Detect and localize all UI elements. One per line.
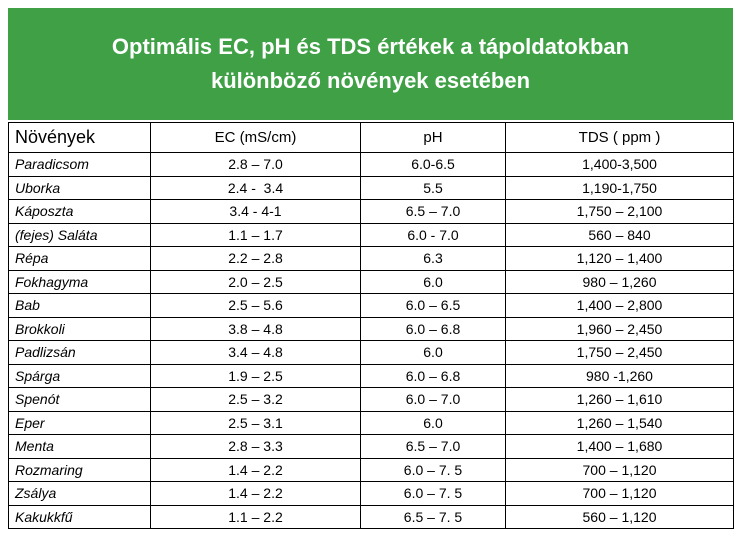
- table-row: (fejes) Saláta 1.1 – 1.7 6.0 - 7.0 560 – 84…: [8, 222, 734, 247]
- cell: 2.8 – 3.3: [150, 434, 361, 459]
- plant-name: Padlizsán: [8, 340, 151, 365]
- plant-name: Uborka: [8, 175, 151, 200]
- table-row: Spárga 1.9 – 2.5 6.0 – 6.8 980 -1,260: [8, 363, 734, 388]
- table-row: Zsálya 1.4 – 2.2 6.0 – 7. 5 700 – 1,120: [8, 481, 734, 506]
- cell: 2.5 – 5.6: [150, 293, 361, 318]
- title-banner: Optimális EC, pH és TDS értékek a tápold…: [8, 8, 733, 120]
- plant-name: Paradicsom: [8, 152, 151, 177]
- table-row: Káposzta 3.4 - 4-1 6.5 – 7.0 1,750 – 2,100: [8, 199, 734, 224]
- plant-name: (fejes) Saláta: [8, 222, 151, 247]
- cell: 3.8 – 4.8: [150, 316, 361, 341]
- cell: 700 – 1,120: [505, 457, 734, 482]
- cell: 1,750 – 2,450: [505, 340, 734, 365]
- cell: 1,400-3,500: [505, 152, 734, 177]
- table-row: Spenót 2.5 – 3.2 6.0 – 7.0 1,260 – 1,610: [8, 387, 734, 412]
- plant-name: Zsálya: [8, 481, 151, 506]
- cell: 6.5 – 7.0: [360, 434, 506, 459]
- cell: 1,960 – 2,450: [505, 316, 734, 341]
- plant-name: Spenót: [8, 387, 151, 412]
- cell: 6.0 – 7.0: [360, 387, 506, 412]
- cell: 6.0: [360, 269, 506, 294]
- cell: 6.0: [360, 410, 506, 435]
- column-header: pH: [360, 122, 506, 153]
- cell: 6.3: [360, 246, 506, 271]
- document: Optimális EC, pH és TDS értékek a tápold…: [8, 8, 734, 529]
- cell: 1.4 – 2.2: [150, 457, 361, 482]
- title-line: Optimális EC, pH és TDS értékek a tápold…: [111, 34, 630, 59]
- cell: 1.4 – 2.2: [150, 481, 361, 506]
- table-row: Uborka 2.4 - 3.4 5.5 1,190-1,750: [8, 175, 734, 200]
- plant-name: Bab: [8, 293, 151, 318]
- cell: 2.4 - 3.4: [150, 175, 361, 200]
- cell: 980 – 1,260: [505, 269, 734, 294]
- table-row: Fokhagyma 2.0 – 2.5 6.0 980 – 1,260: [8, 269, 734, 294]
- cell: 1,120 – 1,400: [505, 246, 734, 271]
- plant-name: Eper: [8, 410, 151, 435]
- plant-name: Káposzta: [8, 199, 151, 224]
- plant-name: Répa: [8, 246, 151, 271]
- cell: 6.5 – 7.0: [360, 199, 506, 224]
- cell: 1,190-1,750: [505, 175, 734, 200]
- plant-name: Rozmaring: [8, 457, 151, 482]
- cell: 6.0 – 6.8: [360, 363, 506, 388]
- cell: 1,400 – 2,800: [505, 293, 734, 318]
- cell: 3.4 – 4.8: [150, 340, 361, 365]
- cell: 2.5 – 3.2: [150, 387, 361, 412]
- plant-name: Spárga: [8, 363, 151, 388]
- column-header: EC (mS/cm): [150, 122, 361, 153]
- plant-name: Brokkoli: [8, 316, 151, 341]
- table-body: Paradicsom 2.8 – 7.0 6.0-6.5 1,400-3,500 Ubo…: [8, 152, 734, 529]
- table-row: Kakukkfű 1.1 – 2.2 6.5 – 7. 5 560 – 1,120: [8, 504, 734, 529]
- cell: 980 -1,260: [505, 363, 734, 388]
- cell: 1,260 – 1,540: [505, 410, 734, 435]
- table: Növények EC (mS/cm) pH TDS ( ppm ) Paradics…: [8, 122, 734, 529]
- column-header: TDS ( ppm ): [505, 122, 734, 153]
- cell: 560 – 1,120: [505, 504, 734, 529]
- table-row: Brokkoli 3.8 – 4.8 6.0 – 6.8 1,960 – 2,450: [8, 316, 734, 341]
- table-row: Paradicsom 2.8 – 7.0 6.0-6.5 1,400-3,500: [8, 152, 734, 177]
- plant-name: Kakukkfű: [8, 504, 151, 529]
- plant-name: Menta: [8, 434, 151, 459]
- table-row: Rozmaring 1.4 – 2.2 6.0 – 7. 5 700 – 1,120: [8, 457, 734, 482]
- cell: 3.4 - 4-1: [150, 199, 361, 224]
- column-header: Növények: [8, 122, 151, 153]
- cell: 1.1 – 1.7: [150, 222, 361, 247]
- cell: 1,400 – 1,680: [505, 434, 734, 459]
- cell: 1,260 – 1,610: [505, 387, 734, 412]
- cell: 6.0 – 6.8: [360, 316, 506, 341]
- cell: 560 – 840: [505, 222, 734, 247]
- cell: 6.0-6.5: [360, 152, 506, 177]
- cell: 1.9 – 2.5: [150, 363, 361, 388]
- cell: 6.0 - 7.0: [360, 222, 506, 247]
- table-row: Padlizsán 3.4 – 4.8 6.0 1,750 – 2,450: [8, 340, 734, 365]
- table-row: Eper 2.5 – 3.1 6.0 1,260 – 1,540: [8, 410, 734, 435]
- table-row: Menta 2.8 – 3.3 6.5 – 7.0 1,400 – 1,680: [8, 434, 734, 459]
- cell: 2.0 – 2.5: [150, 269, 361, 294]
- cell: 700 – 1,120: [505, 481, 734, 506]
- cell: 2.5 – 3.1: [150, 410, 361, 435]
- table-row: Répa 2.2 – 2.8 6.3 1,120 – 1,400: [8, 246, 734, 271]
- cell: 2.8 – 7.0: [150, 152, 361, 177]
- cell: 6.0 – 7. 5: [360, 457, 506, 482]
- cell: 1,750 – 2,100: [505, 199, 734, 224]
- table-row: Bab 2.5 – 5.6 6.0 – 6.5 1,400 – 2,800: [8, 293, 734, 318]
- cell: 6.0 – 6.5: [360, 293, 506, 318]
- header-row: Növények EC (mS/cm) pH TDS ( ppm ): [8, 122, 734, 153]
- cell: 2.2 – 2.8: [150, 246, 361, 271]
- plant-name: Fokhagyma: [8, 269, 151, 294]
- cell: 1.1 – 2.2: [150, 504, 361, 529]
- cell: 5.5: [360, 175, 506, 200]
- title-line: különböző növények esetében: [210, 68, 531, 93]
- cell: 6.0 – 7. 5: [360, 481, 506, 506]
- cell: 6.0: [360, 340, 506, 365]
- cell: 6.5 – 7. 5: [360, 504, 506, 529]
